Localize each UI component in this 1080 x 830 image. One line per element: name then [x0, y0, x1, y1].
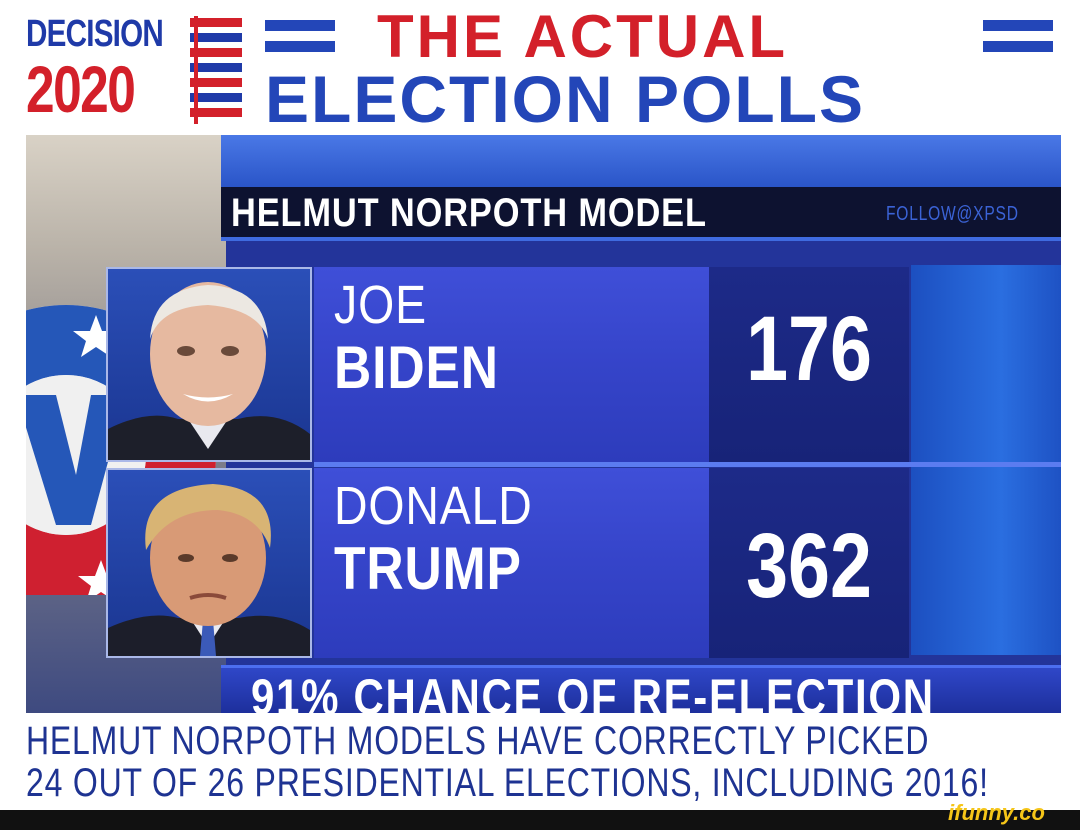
caption-line-2: 24 OUT OF 26 PRESIDENTIAL ELECTIONS, INC… [26, 761, 989, 805]
logo-decision-text: DECISION [26, 13, 164, 55]
headline-election-polls-text: ELECTION POLLS [265, 62, 866, 136]
candidate-photo-biden [106, 267, 312, 462]
score-panel-trump: 362 [709, 468, 909, 658]
candidate-row-biden: JOE BIDEN 176 [106, 267, 1061, 462]
right-glow-band [911, 265, 1061, 655]
flag-stripes-icon [190, 16, 242, 124]
decision-2020-logo: DECISION 2020 [26, 12, 251, 126]
score-panel-biden: 176 [709, 267, 909, 462]
header: DECISION 2020 THE ACTUAL ELECTION POLLS [0, 0, 1080, 135]
chance-text: 91% CHANCE OF RE-ELECTION [251, 669, 935, 713]
name-panel-trump: DONALD TRUMP [314, 468, 709, 658]
caption-line-1: HELMUT NORPOTH MODELS HAVE CORRECTLY PIC… [26, 719, 930, 763]
name-panel-biden: JOE BIDEN [314, 267, 709, 462]
bottom-bar [0, 810, 1080, 830]
double-bar-icon [983, 20, 1053, 54]
headline-line-1: THE ACTUAL [265, 6, 1065, 68]
logo-year-text: 2020 [26, 52, 136, 126]
broadcast-graphic: HELMUT NORPOTH MODEL FOLLOW@XPSD JOE BID… [26, 135, 1061, 713]
portrait-biden-icon [108, 282, 310, 460]
row-divider [314, 462, 1061, 467]
follow-tag: FOLLOW@XPSD [886, 203, 1019, 225]
candidate-last-name: TRUMP [334, 535, 522, 602]
top-glow-band [221, 135, 1061, 187]
headline-line-2: ELECTION POLLS [265, 66, 1065, 132]
ifunny-watermark: ifunny.co [948, 800, 1045, 825]
headline-actual-text: THE ACTUAL [377, 3, 789, 70]
electoral-score: 176 [746, 298, 872, 400]
candidate-first-name: DONALD [334, 476, 533, 536]
model-title: HELMUT NORPOTH MODEL [231, 191, 707, 235]
chance-banner: 91% CHANCE OF RE-ELECTION [221, 665, 1061, 713]
double-bar-icon [265, 20, 335, 54]
portrait-trump-icon [108, 484, 310, 656]
candidate-first-name: JOE [334, 275, 427, 335]
candidate-row-trump: DONALD TRUMP 362 [106, 468, 1061, 658]
title-underline [221, 237, 1061, 241]
candidate-photo-trump [106, 468, 312, 658]
candidate-last-name: BIDEN [334, 334, 499, 401]
model-title-bar: HELMUT NORPOTH MODEL FOLLOW@XPSD [221, 187, 1061, 237]
electoral-score: 362 [746, 515, 872, 617]
